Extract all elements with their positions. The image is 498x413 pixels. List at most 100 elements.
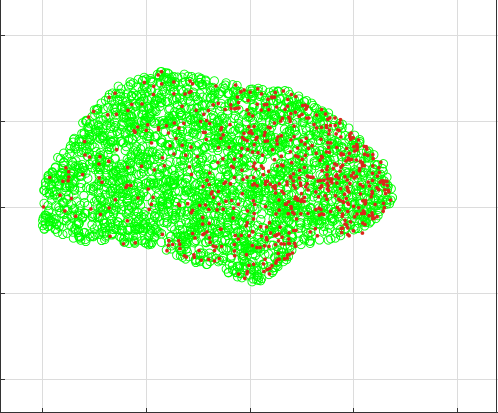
red-point [293, 110, 298, 114]
red-point [276, 239, 281, 243]
red-point [216, 145, 221, 150]
green-point [230, 125, 240, 135]
red-point [259, 234, 264, 238]
green-point [325, 155, 335, 165]
red-point [289, 160, 294, 165]
green-point [183, 149, 194, 159]
green-point [112, 203, 122, 213]
green-point [306, 227, 316, 238]
red-point [344, 196, 349, 201]
green-point [231, 206, 241, 216]
red-point [160, 156, 165, 160]
red-point [201, 184, 205, 189]
red-point [349, 131, 353, 135]
red-point [243, 276, 247, 281]
red-point [89, 207, 93, 211]
green-point [254, 272, 264, 282]
green-point [59, 204, 70, 214]
green-point [252, 271, 262, 281]
series-green-circles [38, 66, 398, 287]
green-point [46, 212, 56, 222]
green-point [280, 103, 290, 114]
red-point [363, 202, 368, 206]
red-point [336, 176, 341, 180]
red-point [356, 206, 361, 210]
green-point [198, 211, 208, 221]
green-point [94, 229, 104, 239]
red-point [41, 205, 46, 209]
red-point [231, 206, 236, 210]
green-point [169, 179, 180, 189]
green-point [110, 188, 120, 198]
red-point [245, 108, 249, 112]
green-point [202, 169, 212, 179]
green-point [168, 210, 178, 221]
green-point [366, 169, 376, 179]
green-point [167, 165, 177, 175]
green-point [139, 209, 149, 219]
green-point [261, 139, 271, 149]
green-point [101, 228, 111, 238]
green-point [105, 123, 115, 133]
green-point [247, 277, 257, 287]
red-point [324, 125, 329, 130]
green-point [288, 167, 298, 178]
red-point [330, 177, 334, 181]
green-point [272, 257, 282, 268]
red-point [327, 150, 332, 155]
red-point [274, 212, 278, 216]
green-point [152, 226, 162, 236]
red-point [159, 69, 164, 74]
red-point [240, 168, 244, 172]
red-point [189, 89, 193, 94]
green-point [115, 231, 125, 242]
green-point [88, 212, 98, 223]
green-point [338, 180, 348, 190]
red-point [305, 174, 310, 178]
red-point [275, 142, 280, 146]
green-point [318, 119, 328, 129]
green-point [120, 174, 130, 185]
red-point [359, 211, 364, 216]
green-point [314, 203, 324, 213]
red-point [293, 195, 298, 199]
green-point [59, 158, 69, 168]
red-point [297, 114, 302, 118]
red-point [247, 263, 251, 268]
green-point [247, 86, 257, 96]
green-point [91, 181, 101, 191]
green-point [167, 146, 177, 156]
green-point [222, 222, 232, 233]
green-point [181, 104, 191, 114]
red-point [232, 175, 237, 180]
green-point [290, 122, 300, 132]
green-point [237, 253, 247, 263]
red-point [285, 180, 289, 184]
green-point [76, 183, 86, 193]
green-point [245, 263, 255, 273]
green-point [145, 217, 155, 228]
red-point [159, 82, 164, 86]
green-point [199, 198, 210, 208]
red-point [266, 107, 271, 112]
green-point [261, 93, 271, 103]
green-point [293, 236, 304, 246]
green-point [155, 148, 165, 158]
green-point [155, 216, 165, 226]
green-point [139, 213, 149, 223]
green-point [53, 152, 63, 163]
green-point [197, 80, 208, 90]
green-point [283, 95, 294, 106]
red-point [358, 182, 363, 187]
red-point [204, 137, 209, 142]
red-point [208, 240, 212, 245]
red-point [379, 160, 383, 164]
green-point [99, 134, 109, 144]
red-point [289, 175, 293, 180]
red-point [177, 126, 181, 130]
red-point [314, 190, 318, 194]
red-point [357, 166, 362, 171]
green-point [79, 228, 89, 238]
red-point [207, 236, 212, 240]
